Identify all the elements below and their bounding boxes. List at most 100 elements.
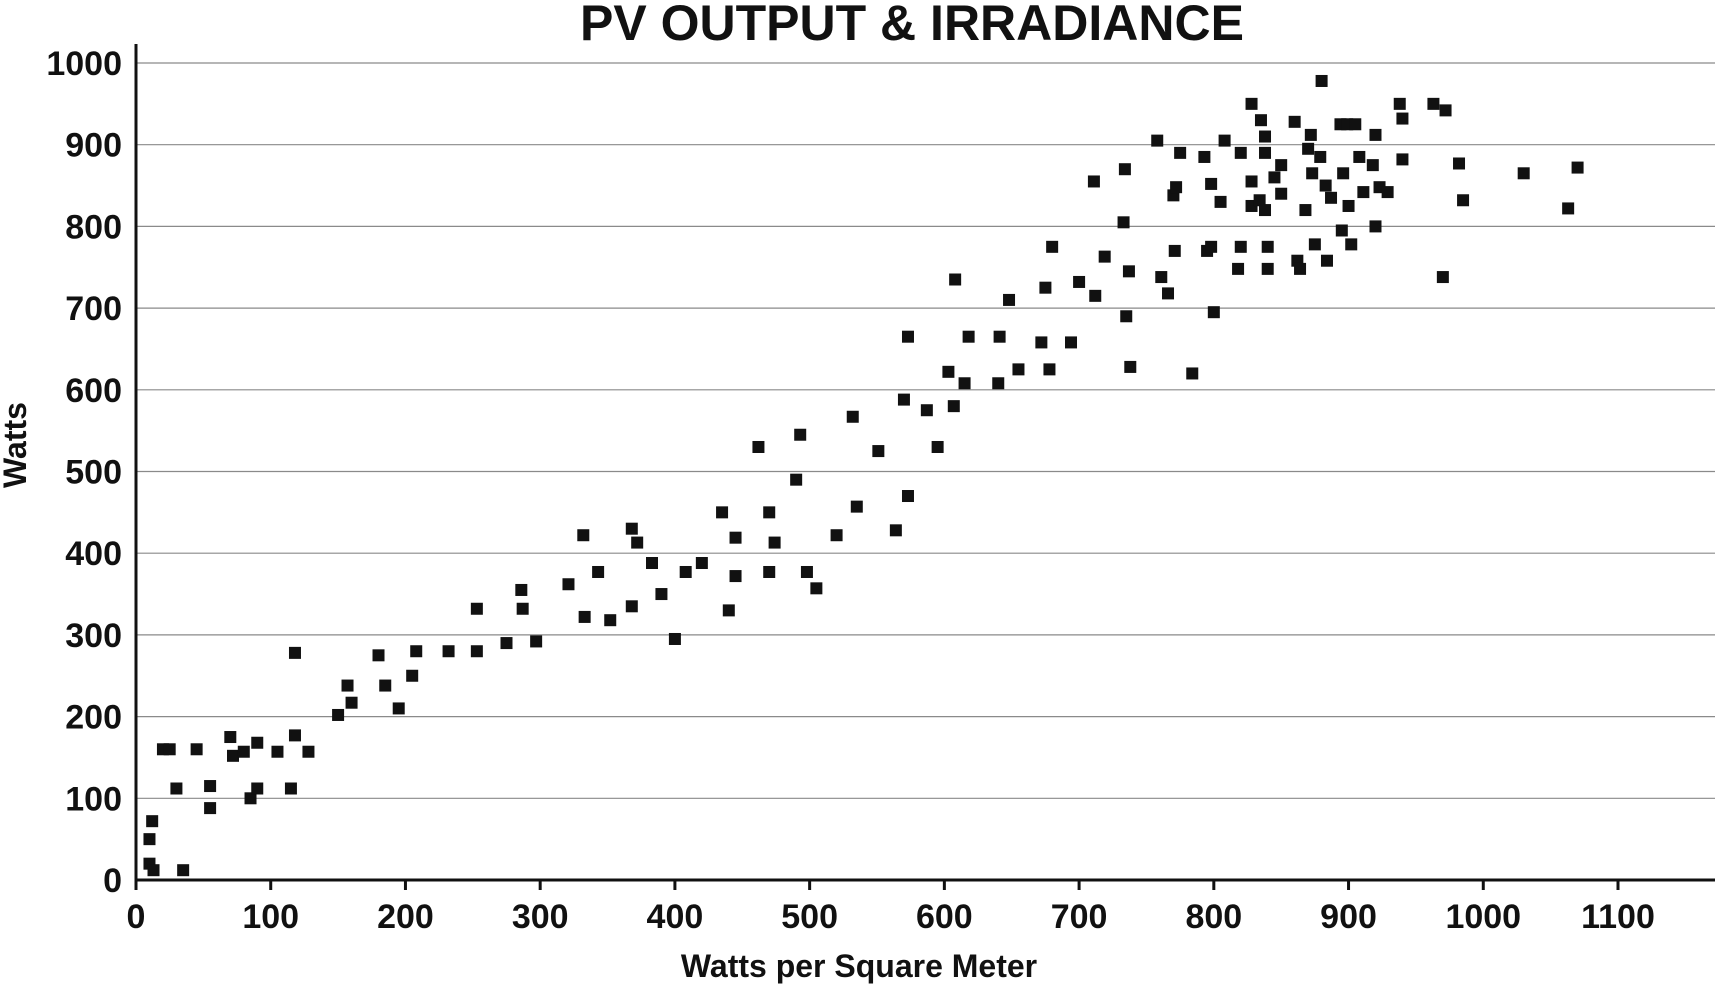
data-point — [288, 646, 301, 659]
data-point — [1046, 240, 1059, 253]
data-point — [1275, 159, 1288, 172]
data-point — [1261, 240, 1274, 253]
data-point — [1039, 281, 1052, 294]
x-tick-label: 800 — [1185, 898, 1242, 936]
data-point — [1205, 240, 1218, 253]
data-point — [1337, 167, 1350, 180]
data-point — [846, 410, 859, 423]
data-point — [1275, 187, 1288, 200]
y-tick-label: 0 — [103, 862, 122, 900]
data-point — [410, 645, 423, 658]
data-point — [604, 614, 617, 627]
data-point — [763, 506, 776, 519]
data-point — [931, 440, 944, 453]
data-point — [729, 570, 742, 583]
x-tick-label: 1000 — [1445, 898, 1521, 936]
data-point — [752, 440, 765, 453]
y-tick-label: 600 — [65, 372, 122, 410]
data-point — [1381, 186, 1394, 199]
data-point — [668, 632, 681, 645]
data-point — [810, 582, 823, 595]
data-point — [947, 400, 960, 413]
data-point — [190, 743, 203, 756]
data-point — [794, 428, 807, 441]
data-point — [379, 679, 392, 692]
data-point — [251, 736, 264, 749]
data-point — [1353, 150, 1366, 163]
data-point — [227, 749, 240, 762]
data-point — [1319, 179, 1332, 192]
data-point — [288, 729, 301, 742]
data-point — [204, 802, 217, 815]
data-point — [901, 490, 914, 503]
data-point — [1035, 336, 1048, 349]
data-point — [1320, 254, 1333, 267]
data-point — [177, 864, 190, 877]
data-point — [1299, 204, 1312, 217]
data-point — [1349, 118, 1362, 131]
data-point — [1232, 262, 1245, 275]
data-point — [1334, 118, 1347, 131]
data-point — [1369, 220, 1382, 233]
x-tick-labels: 0 100 200 300 400 500 600 700 800 900 1000 1100 — [127, 880, 1655, 936]
data-point — [800, 565, 813, 578]
data-point — [147, 864, 160, 877]
data-point — [1342, 199, 1355, 212]
y-tick-label: 1000 — [46, 45, 122, 83]
data-point — [1218, 134, 1231, 147]
data-point — [1170, 181, 1183, 194]
data-point — [237, 745, 250, 758]
chart-title: PV OUTPUT & IRRADIANCE — [580, 0, 1244, 51]
data-point — [655, 588, 668, 601]
data-point — [872, 445, 885, 458]
data-point — [1214, 195, 1227, 208]
data-point — [1341, 118, 1354, 131]
data-point — [1087, 175, 1100, 188]
x-tick-label: 600 — [916, 898, 973, 936]
data-point — [204, 780, 217, 793]
data-point — [679, 565, 692, 578]
data-point — [1098, 250, 1111, 263]
data-point — [170, 782, 183, 795]
data-point — [562, 578, 575, 591]
data-point — [143, 833, 156, 846]
data-point — [1345, 238, 1358, 251]
data-point — [942, 365, 955, 378]
data-point — [1186, 367, 1199, 380]
data-point — [1043, 363, 1056, 376]
axes — [134, 44, 1715, 882]
data-point — [962, 330, 975, 343]
data-point — [1304, 128, 1317, 141]
y-tick-label: 900 — [65, 127, 122, 165]
data-point — [631, 536, 644, 549]
data-point — [1198, 150, 1211, 163]
data-point — [1315, 74, 1328, 87]
data-point — [1325, 191, 1338, 204]
data-point — [1439, 104, 1452, 117]
data-point — [1254, 114, 1267, 127]
y-tick-label: 200 — [65, 699, 122, 737]
data-point — [1259, 130, 1272, 143]
data-point — [1120, 310, 1133, 323]
data-point — [992, 377, 1005, 390]
x-tick-label: 400 — [647, 898, 704, 936]
data-point — [850, 500, 863, 513]
data-point — [1306, 167, 1319, 180]
data-point — [1073, 275, 1086, 288]
x-tick-label: 300 — [512, 898, 569, 936]
data-point — [1205, 177, 1218, 190]
data-point — [1357, 186, 1370, 199]
data-point — [1162, 287, 1175, 300]
y-tick-label: 300 — [65, 617, 122, 655]
data-point — [763, 565, 776, 578]
x-tick-label: 700 — [1051, 898, 1108, 936]
data-point — [163, 743, 176, 756]
y-tick-label: 800 — [65, 208, 122, 246]
data-point — [577, 529, 590, 542]
data-point — [949, 273, 962, 286]
data-point — [1302, 142, 1315, 155]
data-point — [592, 565, 605, 578]
data-point — [1151, 134, 1164, 147]
data-point — [790, 473, 803, 486]
y-tick-label: 700 — [65, 290, 122, 328]
